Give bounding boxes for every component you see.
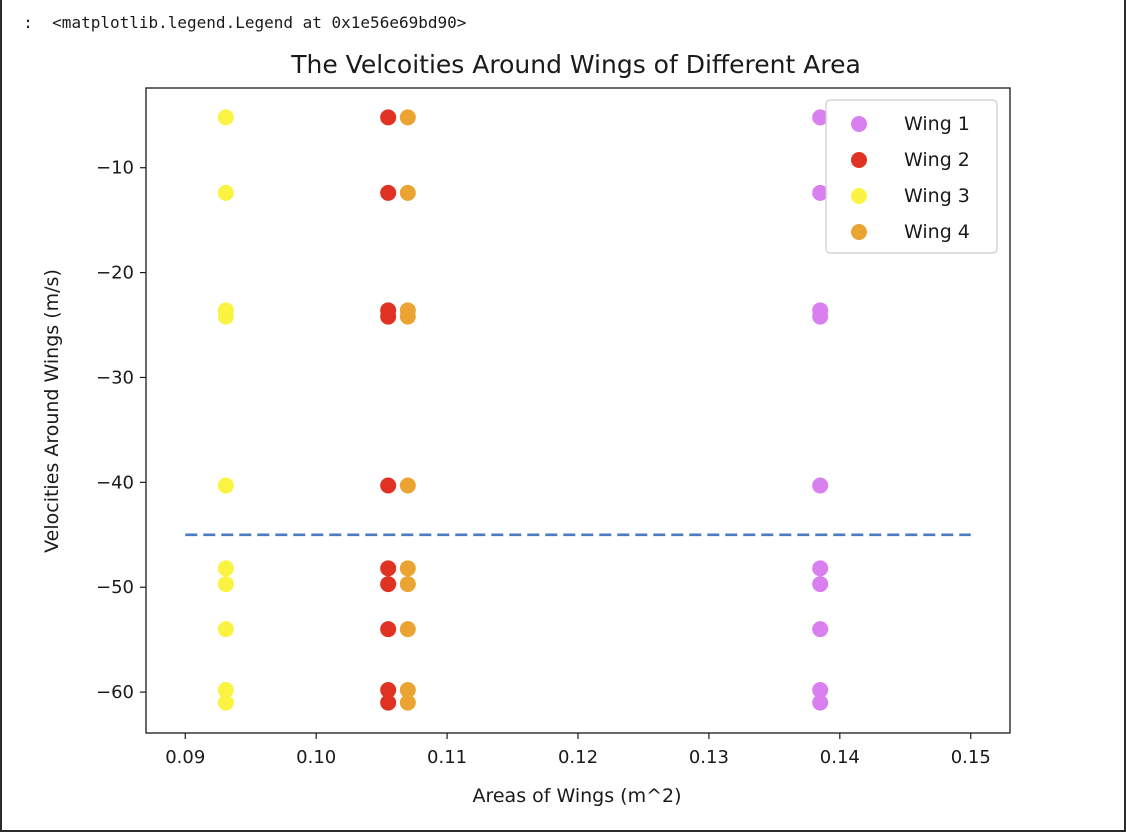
scatter-point-wing-1 (812, 621, 829, 638)
scatter-point-wing-4 (399, 682, 416, 698)
plot-area (185, 109, 971, 711)
scatter-point-wing-2 (380, 109, 397, 126)
scatter-point-wing-3 (217, 109, 234, 126)
y-tick-label: −20 (96, 263, 134, 284)
scatter-point-wing-4 (399, 621, 416, 638)
y-axis-title: Velocities Around Wings (m/s) (41, 269, 63, 553)
scatter-point-wing-3 (217, 576, 234, 593)
scatter-point-wing-2 (380, 477, 397, 494)
scatter-point-wing-2 (380, 560, 397, 577)
scatter-point-wing-1 (812, 560, 829, 577)
y-tick-label: −30 (96, 367, 134, 388)
legend-marker-wing-1 (851, 116, 867, 132)
scatter-point-wing-3 (217, 694, 234, 711)
scatter-point-wing-1 (812, 694, 829, 711)
legend-marker-wing-3 (851, 188, 867, 204)
cell-left-border (0, 0, 2, 832)
scatter-point-wing-1 (812, 682, 829, 698)
scatter-point-wing-3 (217, 477, 234, 494)
y-axis: −10 −20 −30 −40 −50 −60 (96, 158, 146, 703)
y-tick-label: −60 (96, 682, 134, 703)
x-axis-title: Areas of Wings (m^2) (472, 785, 681, 807)
cell-right-border (1124, 0, 1126, 832)
scatter-point-wing-2 (380, 184, 397, 201)
scatter-point-wing-3 (217, 308, 234, 325)
x-tick-label: 0.12 (558, 747, 598, 768)
scatter-point-wing-3 (217, 682, 234, 698)
scatter-point-wing-4 (399, 308, 416, 325)
legend-marker-wing-2 (851, 152, 867, 168)
x-tick-label: 0.15 (951, 747, 991, 768)
scatter-point-wing-2 (380, 694, 397, 711)
scatter-point-wing-3 (217, 560, 234, 577)
scatter-point-wing-4 (399, 576, 416, 593)
y-tick-label: −10 (96, 158, 134, 179)
scatter-point-wing-4 (399, 109, 416, 126)
x-tick-label: 0.09 (165, 747, 205, 768)
legend-label-wing-4: Wing 4 (904, 221, 970, 243)
y-tick-label: −50 (96, 577, 134, 598)
output-prompt: : (23, 13, 33, 32)
scatter-point-wing-4 (399, 477, 416, 494)
scatter-point-wing-4 (399, 184, 416, 201)
y-tick-label: −40 (96, 472, 134, 493)
scatter-point-wing-2 (380, 621, 397, 638)
x-tick-label: 0.13 (689, 747, 729, 768)
chart-title: The Velcoities Around Wings of Different… (290, 50, 861, 79)
scatter-point-wing-2 (380, 682, 397, 698)
scatter-point-wing-4 (399, 694, 416, 711)
scatter-point-wing-1 (812, 477, 829, 494)
scatter-point-wing-1 (812, 109, 829, 126)
legend-label-wing-3: Wing 3 (904, 185, 970, 207)
x-tick-label: 0.11 (427, 747, 467, 768)
legend-label-wing-2: Wing 2 (904, 149, 970, 171)
scatter-point-wing-1 (812, 308, 829, 325)
scatter-point-wing-3 (217, 621, 234, 638)
scatter-point-wing-3 (217, 184, 234, 201)
x-tick-label: 0.14 (820, 747, 860, 768)
scatter-point-wing-1 (812, 184, 829, 201)
cell-output-text: : <matplotlib.legend.Legend at 0x1e56e69… (4, 0, 466, 32)
legend-marker-wing-4 (851, 224, 867, 240)
plot-frame (145, 87, 1011, 734)
x-axis: 0.09 0.10 0.11 0.12 0.13 0.14 0.15 (165, 733, 991, 768)
legend-box (825, 99, 998, 254)
scatter-point-wing-4 (399, 560, 416, 577)
output-repr: <matplotlib.legend.Legend at 0x1e56e69bd… (52, 13, 467, 32)
x-tick-label: 0.10 (296, 747, 336, 768)
legend-label-wing-1: Wing 1 (904, 113, 970, 135)
cell-bottom-border (0, 830, 1126, 832)
legend: Wing 1 Wing 2 Wing 3 Wing 4 (825, 99, 998, 254)
scatter-point-wing-1 (812, 576, 829, 593)
scatter-point-wing-2 (380, 576, 397, 593)
scatter-point-wing-2 (380, 308, 397, 325)
